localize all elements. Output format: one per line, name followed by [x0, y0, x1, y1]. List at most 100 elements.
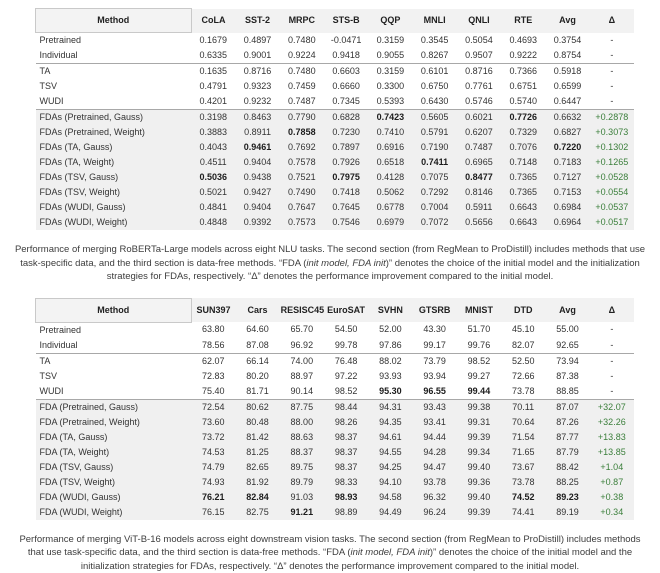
value-cell: 87.08: [235, 338, 279, 354]
value-cell: 0.5746: [457, 94, 501, 110]
col-header-resisc45: RESISC45: [280, 298, 324, 322]
value-cell: 65.70: [280, 322, 324, 338]
value-cell: 0.8267: [413, 48, 457, 64]
value-cell: 99.34: [457, 445, 501, 460]
col-header-cars: Cars: [235, 298, 279, 322]
value-cell: 0.4201: [191, 94, 235, 110]
value-cell: 81.71: [235, 384, 279, 400]
value-cell: 52.00: [368, 322, 412, 338]
delta-cell: -: [590, 338, 634, 354]
method-cell: WUDI: [36, 384, 192, 400]
value-cell: 54.50: [324, 322, 368, 338]
value-cell: 70.11: [501, 399, 545, 415]
value-cell: 52.50: [501, 353, 545, 369]
value-cell: 82.75: [235, 505, 279, 520]
value-cell: 74.00: [280, 353, 324, 369]
value-cell: -0.0471: [324, 33, 368, 49]
value-cell: 94.35: [368, 415, 412, 430]
value-cell: 0.5911: [457, 200, 501, 215]
value-cell: 0.3198: [191, 110, 235, 126]
delta-cell: +32.26: [590, 415, 634, 430]
value-cell: 73.78: [501, 475, 545, 490]
value-cell: 0.9438: [235, 170, 279, 185]
value-cell: 0.7004: [413, 200, 457, 215]
value-cell: 99.38: [457, 399, 501, 415]
delta-cell: +13.85: [590, 445, 634, 460]
value-cell: 0.5740: [501, 94, 545, 110]
value-cell: 0.6965: [457, 155, 501, 170]
value-cell: 99.27: [457, 369, 501, 384]
value-cell: 73.60: [191, 415, 235, 430]
value-cell: 94.58: [368, 490, 412, 505]
value-cell: 66.14: [235, 353, 279, 369]
value-cell: 82.65: [235, 460, 279, 475]
method-cell: Individual: [36, 48, 192, 64]
col-header-qqp: QQP: [368, 9, 412, 33]
delta-cell: +0.0554: [590, 185, 634, 200]
value-cell: 0.9507: [457, 48, 501, 64]
method-cell: FDAs (WUDI, Gauss): [36, 200, 192, 215]
delta-cell: -: [590, 79, 634, 94]
delta-cell: +13.83: [590, 430, 634, 445]
value-cell: 0.7410: [368, 125, 412, 140]
value-cell: 93.94: [413, 369, 457, 384]
value-cell: 76.48: [324, 353, 368, 369]
value-cell: 78.56: [191, 338, 235, 354]
value-cell: 98.37: [324, 445, 368, 460]
value-cell: 94.55: [368, 445, 412, 460]
value-cell: 76.21: [191, 490, 235, 505]
value-cell: 0.7645: [324, 200, 368, 215]
value-cell: 96.92: [280, 338, 324, 354]
col-header-eurosat: EuroSAT: [324, 298, 368, 322]
value-cell: 0.6101: [413, 64, 457, 80]
value-cell: 72.66: [501, 369, 545, 384]
value-cell: 0.9222: [501, 48, 545, 64]
col-header-method: Method: [36, 9, 192, 33]
value-cell: 0.7487: [457, 140, 501, 155]
value-cell: 0.7292: [413, 185, 457, 200]
value-cell: 76.15: [191, 505, 235, 520]
col-header-mrpc: MRPC: [280, 9, 324, 33]
value-cell: 0.6984: [545, 200, 589, 215]
value-cell: 99.40: [457, 460, 501, 475]
value-cell: 98.37: [324, 430, 368, 445]
value-cell: 0.5036: [191, 170, 235, 185]
value-cell: 0.7127: [545, 170, 589, 185]
value-cell: 82.07: [501, 338, 545, 354]
value-cell: 62.07: [191, 353, 235, 369]
value-cell: 88.37: [280, 445, 324, 460]
value-cell: 0.7075: [413, 170, 457, 185]
value-cell: 80.20: [235, 369, 279, 384]
value-cell: 0.7858: [280, 125, 324, 140]
caption-italic-text: init model, FDA init: [306, 258, 385, 269]
value-cell: 94.49: [368, 505, 412, 520]
value-cell: 88.00: [280, 415, 324, 430]
value-cell: 0.7480: [280, 64, 324, 80]
value-cell: 0.6964: [545, 215, 589, 230]
value-cell: 45.10: [501, 322, 545, 338]
value-cell: 0.7897: [324, 140, 368, 155]
value-cell: 99.44: [457, 384, 501, 400]
method-cell: FDAs (TA, Weight): [36, 155, 192, 170]
value-cell: 0.7487: [280, 94, 324, 110]
value-cell: 98.33: [324, 475, 368, 490]
delta-cell: -: [590, 369, 634, 384]
value-cell: 0.1635: [191, 64, 235, 80]
delta-cell: -: [590, 322, 634, 338]
value-cell: 73.67: [501, 460, 545, 475]
method-cell: TSV: [36, 79, 192, 94]
